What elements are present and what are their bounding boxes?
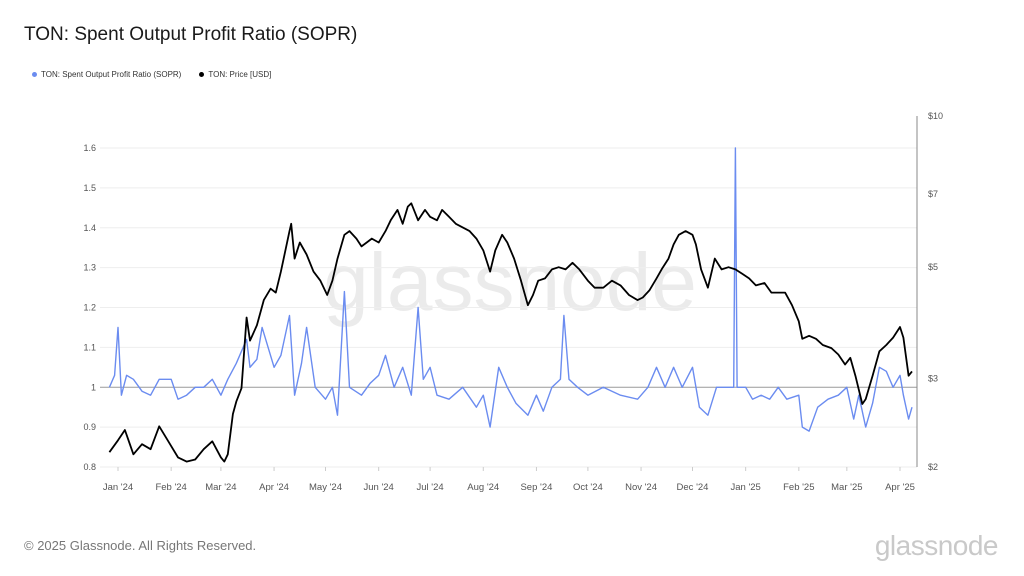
- legend-dot-sopr: [32, 72, 37, 77]
- copyright: © 2025 Glassnode. All Rights Reserved.: [24, 538, 257, 553]
- left-tick-label: 1.5: [83, 183, 96, 193]
- x-tick-label: Jun '24: [363, 482, 393, 493]
- watermark: glassnode: [323, 237, 697, 328]
- left-tick-label: 1: [91, 382, 96, 392]
- sopr-line: [108, 147, 913, 432]
- x-tick-label: May '24: [309, 482, 342, 493]
- legend-item-sopr[interactable]: TON: Spent Output Profit Ratio (SOPR): [32, 70, 181, 79]
- x-tick-label: Sep '24: [520, 482, 552, 493]
- x-tick-label: Jan '25: [730, 482, 760, 493]
- x-tick-label: Oct '24: [573, 482, 603, 493]
- x-axis: Jan '24 Feb '24 Mar '24 Apr '24 May '24 Jun '…: [103, 467, 915, 493]
- legend-dot-price: [199, 72, 205, 77]
- right-tick-label: $7: [928, 189, 938, 199]
- left-tick-label: 1.2: [83, 303, 96, 313]
- legend: TON: Spent Output Profit Ratio (SOPR) TO…: [32, 70, 271, 79]
- x-tick-label: Feb '24: [155, 482, 186, 493]
- x-tick-label: Aug '24: [467, 482, 499, 493]
- x-tick-label: Mar '25: [831, 482, 862, 493]
- x-tick-label: Mar '24: [205, 482, 236, 493]
- legend-label-price: TON: Price [USD]: [208, 70, 272, 79]
- left-tick-label: 1.4: [83, 223, 96, 233]
- right-tick-label: $3: [928, 374, 938, 384]
- x-tick-label: Apr '24: [259, 482, 289, 493]
- gridlines: [100, 147, 917, 468]
- right-axis: $2 $3 $5 $7 $10: [916, 111, 943, 472]
- legend-label-sopr: TON: Spent Output Profit Ratio (SOPR): [41, 70, 182, 79]
- x-tick-label: Jul '24: [417, 482, 444, 493]
- x-tick-label: Dec '24: [677, 482, 709, 493]
- left-tick-label: 0.8: [83, 462, 96, 472]
- x-tick-label: Apr '25: [885, 482, 915, 493]
- right-tick-label: $10: [928, 111, 943, 121]
- series-lines: [108, 147, 913, 463]
- left-tick-label: 1.6: [83, 143, 96, 153]
- x-tick-label: Nov '24: [625, 482, 657, 493]
- right-tick-label: $2: [928, 462, 938, 472]
- right-tick-label: $5: [928, 262, 938, 272]
- left-tick-label: 1.3: [83, 263, 96, 273]
- left-axis: 0.8 0.9 1 1.1 1.2 1.3 1.4 1.5 1.6: [83, 143, 96, 472]
- x-tick-label: Feb '25: [783, 482, 814, 493]
- x-tick-label: Jan '24: [103, 482, 133, 493]
- price-line: [108, 202, 913, 463]
- chart-title: TON: Spent Output Profit Ratio (SOPR): [24, 24, 358, 45]
- brand-logo: glassnode: [874, 530, 999, 561]
- legend-item-price[interactable]: TON: Price [USD]: [199, 70, 271, 79]
- left-tick-label: 0.9: [83, 422, 96, 432]
- left-tick-label: 1.1: [83, 342, 96, 352]
